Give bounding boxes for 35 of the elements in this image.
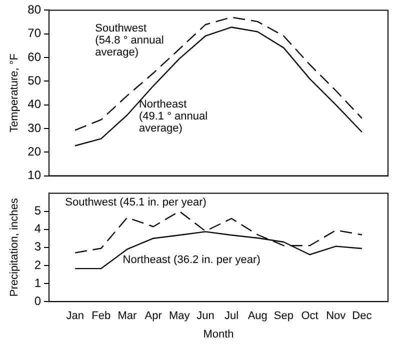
y-tick-label: 50 — [28, 73, 42, 88]
x-tick-label: Jun — [196, 310, 214, 322]
x-tick-label: Dec — [352, 310, 372, 322]
y-tick-label: 70 — [28, 26, 42, 40]
x-tick-label: Jul — [224, 310, 239, 322]
x-tick-label: Feb — [92, 310, 111, 322]
x-tick-label: Oct — [301, 310, 318, 322]
series-label: Northeast — [138, 98, 187, 110]
y-tick-label: 10 — [28, 168, 42, 182]
y-axis-title: Precipitation, inches — [8, 198, 21, 297]
text: Southwest (45.1 in. per year) — [65, 196, 206, 209]
x-tick-label: Mar — [118, 310, 138, 322]
annotation: (49.1 ° annual average) — [138, 110, 208, 134]
x-tick-label: Aug — [248, 310, 268, 322]
text: Northeast (36.2 in. per year) — [122, 254, 260, 266]
y-tick-label: 4 — [34, 222, 42, 236]
y-tick-label: 30 — [28, 120, 42, 135]
x-tick-label: Sep — [274, 310, 294, 322]
text: Southwest — [95, 22, 147, 35]
x-tick-label: Apr — [144, 310, 162, 322]
y-tick-label: 1 — [34, 276, 42, 290]
y-tick-label: 40 — [28, 97, 42, 112]
y-tick-label: 20 — [28, 144, 42, 158]
annotation: (54.8 ° annual average) — [95, 34, 164, 59]
y-tick-label: 0 — [34, 294, 42, 308]
x-tick-label: Nov — [326, 310, 346, 322]
y-tick-label: 2 — [34, 258, 42, 272]
y-tick-label: 5 — [34, 204, 42, 218]
x-tick-label: Jan — [66, 310, 84, 322]
y-tick-label: 80 — [28, 2, 42, 17]
y-tick-label: 3 — [34, 240, 42, 254]
y-axis-title: Temperature, °F — [8, 53, 21, 132]
y-tick-label: 60 — [28, 50, 42, 64]
x-tick-label: May — [168, 310, 190, 322]
x-axis-title: Month — [203, 328, 234, 340]
